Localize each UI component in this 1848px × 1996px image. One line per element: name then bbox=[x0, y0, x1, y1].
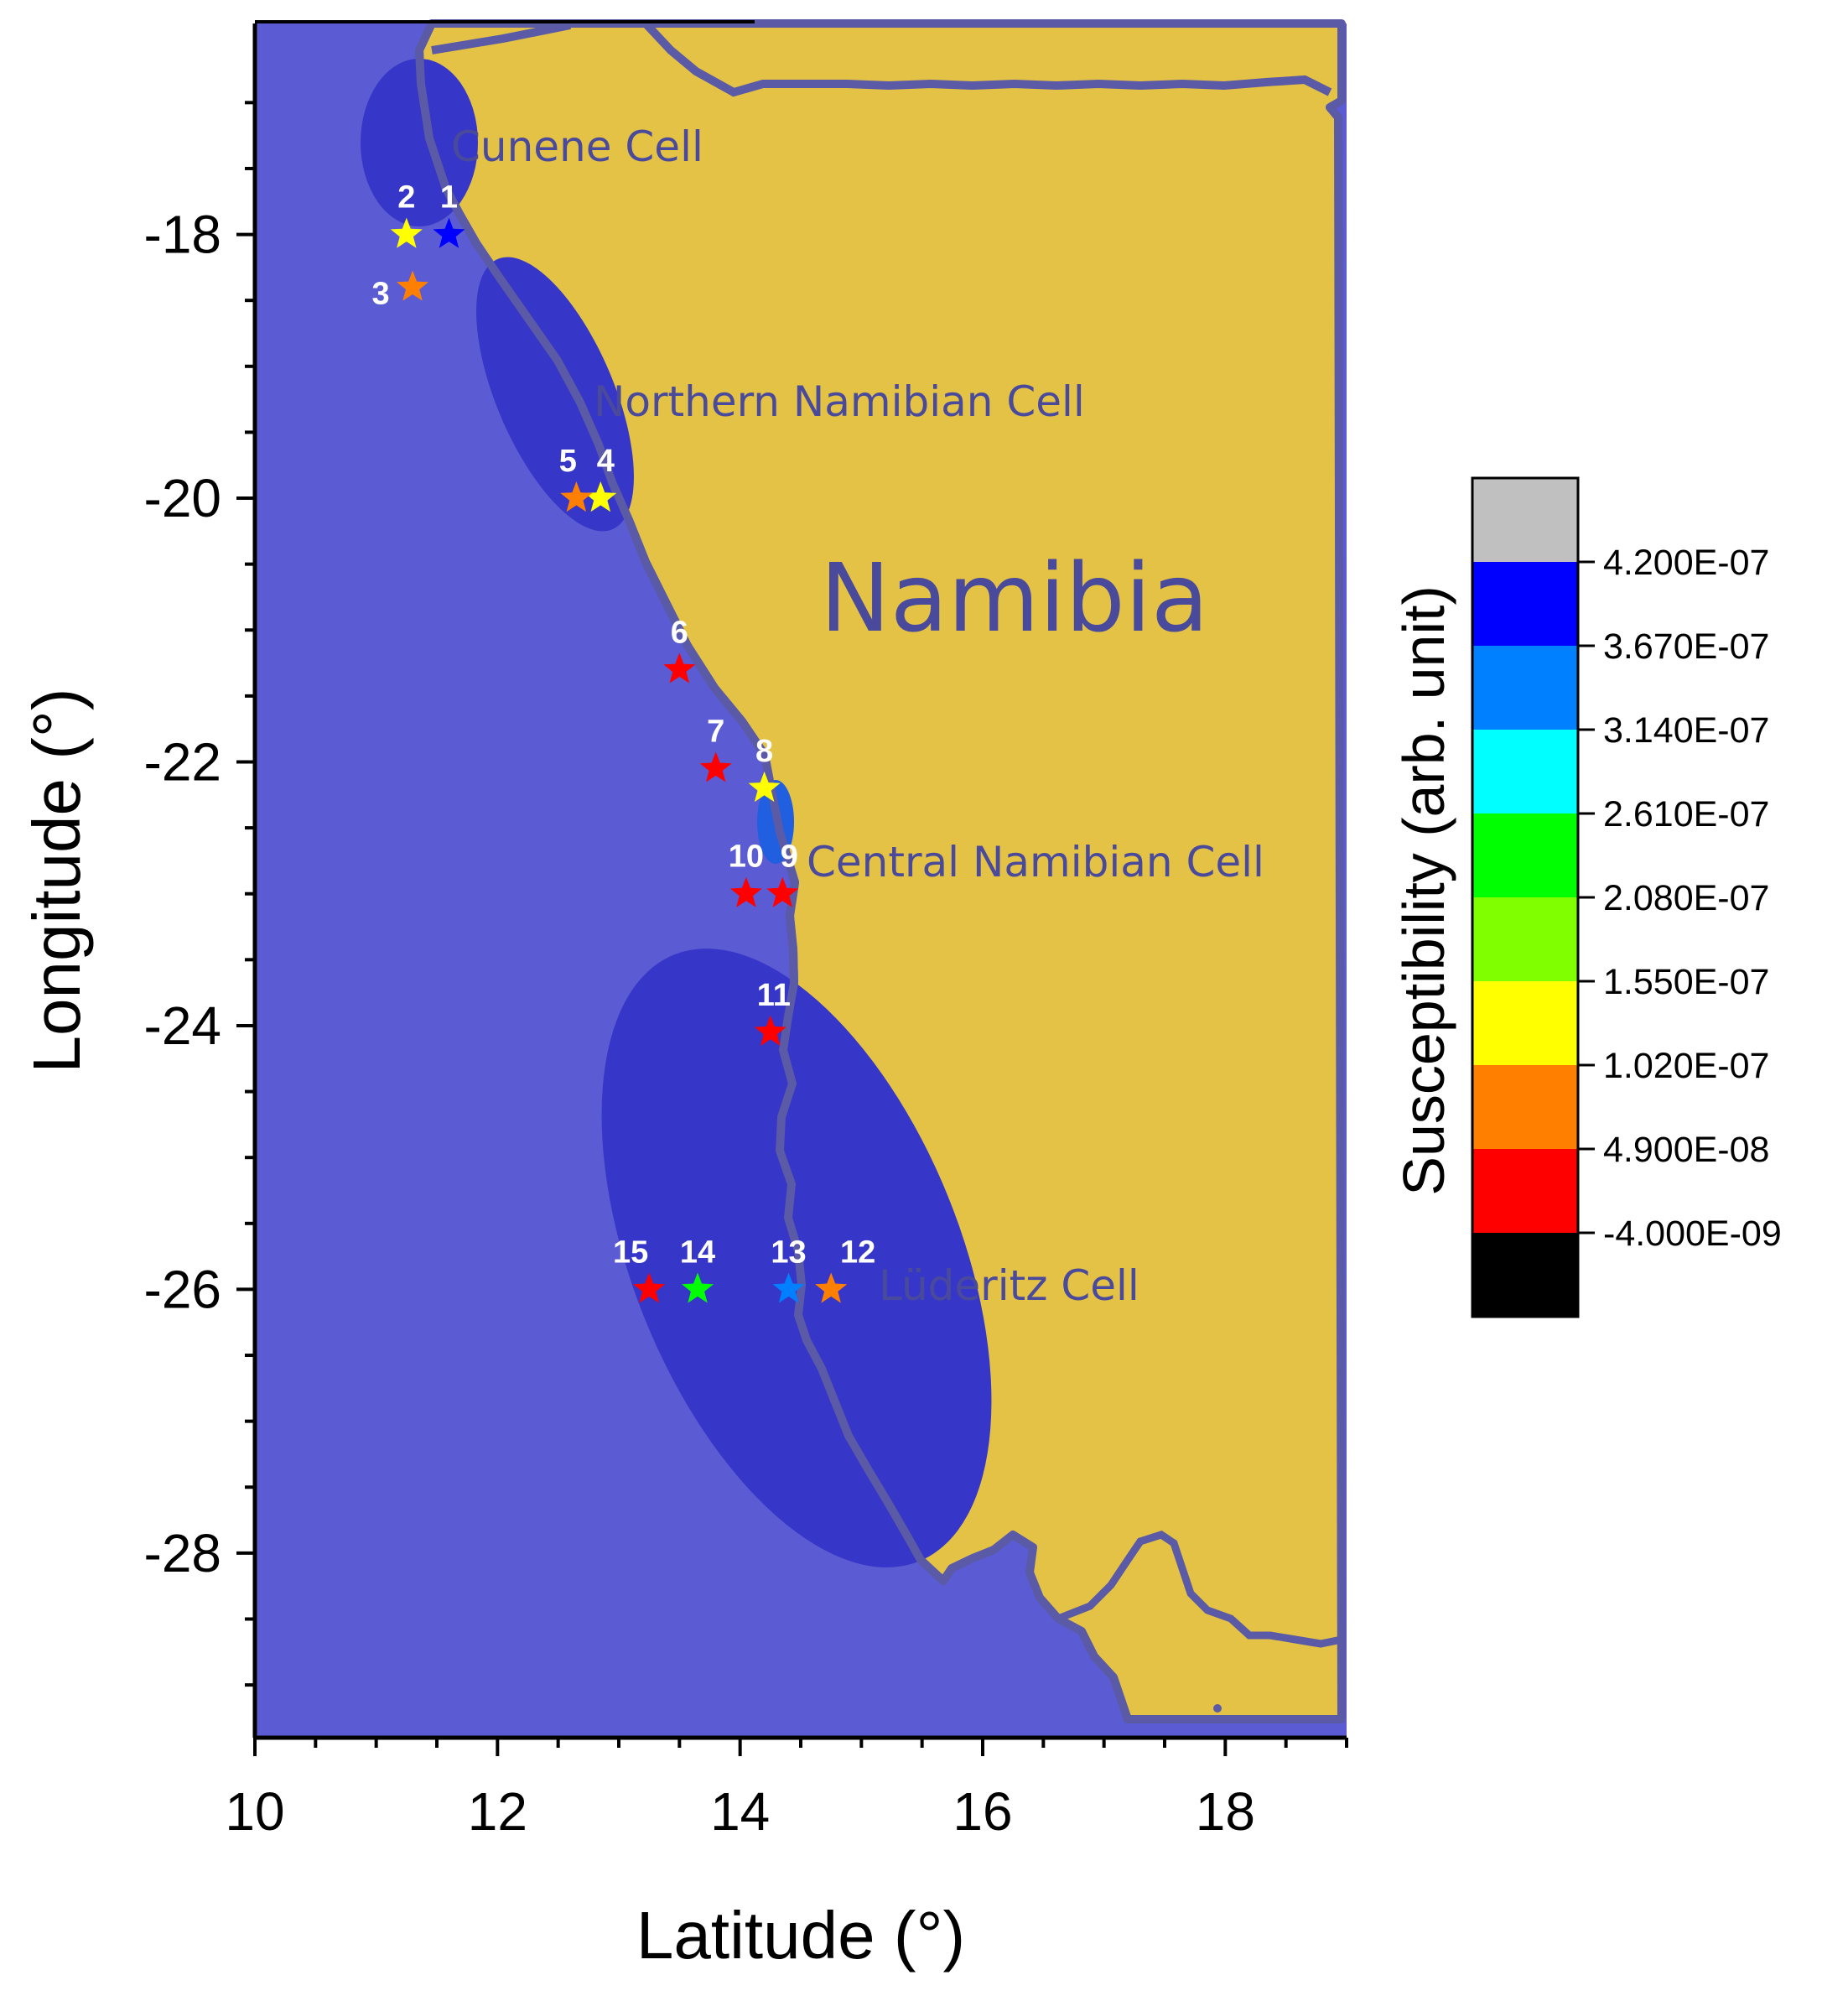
colorbar-tick-label: -4.000E-09 bbox=[1603, 1214, 1782, 1254]
sample-point-label-3: 3 bbox=[371, 276, 389, 311]
y-tick-label: -28 bbox=[144, 1523, 222, 1583]
x-ticks: 10 12 14 16 18 bbox=[225, 1738, 1348, 1842]
colorbar-segment bbox=[1472, 981, 1578, 1065]
sample-point-label-15: 15 bbox=[613, 1235, 648, 1270]
colorbar-segment bbox=[1472, 1149, 1578, 1233]
colorbar-tick-label: 2.610E-07 bbox=[1603, 794, 1769, 834]
y-tick-label: -18 bbox=[144, 205, 222, 265]
sample-point-star-9 bbox=[766, 876, 799, 907]
border-south-river bbox=[1056, 1531, 1342, 1648]
colorbar-tick-label: 4.200E-07 bbox=[1603, 543, 1769, 583]
y-axis-label: Longitude (°) bbox=[19, 689, 94, 1073]
x-tick-label: 14 bbox=[710, 1781, 770, 1842]
cell-label-luderitz: Lüderitz Cell bbox=[879, 1261, 1139, 1310]
sample-point-label-1: 1 bbox=[440, 180, 458, 216]
sample-point-star-2 bbox=[390, 217, 423, 248]
colorbar-segment bbox=[1472, 1065, 1578, 1149]
colorbar-segment bbox=[1472, 562, 1578, 646]
sample-point-label-12: 12 bbox=[840, 1235, 875, 1270]
sample-point-star-13 bbox=[772, 1272, 805, 1303]
colorbar-title: Susceptibility (arb. unit) bbox=[1391, 585, 1456, 1196]
sample-point-star-7 bbox=[699, 751, 732, 782]
x-tick-label: 16 bbox=[953, 1781, 1012, 1842]
sample-point-label-11: 11 bbox=[757, 978, 791, 1013]
y-tick-label: -20 bbox=[144, 468, 222, 528]
colorbar-segment bbox=[1472, 1233, 1578, 1317]
y-tick-label: -26 bbox=[144, 1259, 222, 1319]
x-tick-label: 12 bbox=[468, 1781, 527, 1842]
colorbar-tick-label: 1.550E-07 bbox=[1603, 962, 1769, 1002]
sample-point-star-12 bbox=[815, 1272, 848, 1303]
sample-point-label-14: 14 bbox=[680, 1235, 715, 1270]
sample-point-label-5: 5 bbox=[559, 444, 577, 479]
colorbar: 4.200E-07 3.670E-07 3.140E-07 2.610E-07 2.08… bbox=[1471, 476, 1782, 1318]
sample-point-star-3 bbox=[397, 270, 429, 301]
map-plot bbox=[255, 19, 1347, 1738]
small-island bbox=[1213, 1704, 1222, 1713]
sample-point-label-6: 6 bbox=[671, 615, 688, 650]
x-tick-label: 18 bbox=[1196, 1781, 1255, 1842]
colorbar-segment bbox=[1472, 813, 1578, 897]
x-tick-label: 10 bbox=[225, 1781, 284, 1842]
country-label-namibia: Namibia bbox=[820, 544, 1208, 653]
cell-label-northern-namibian: Northern Namibian Cell bbox=[594, 377, 1085, 426]
cell-label-central-namibian: Central Namibian Cell bbox=[807, 838, 1264, 886]
sample-point-star-11 bbox=[754, 1015, 786, 1046]
sample-point-label-10: 10 bbox=[729, 839, 764, 875]
colorbar-tick-label: 1.020E-07 bbox=[1603, 1046, 1769, 1086]
colorbar-tick-label: 2.080E-07 bbox=[1603, 878, 1769, 918]
sample-point-star-1 bbox=[433, 217, 465, 248]
x-axis-label: Latitude (°) bbox=[636, 1898, 965, 1973]
border-north bbox=[431, 20, 1332, 97]
sample-point-star-14 bbox=[682, 1272, 714, 1303]
northern-namibian-cell-patch bbox=[476, 257, 634, 532]
sample-point-star-15 bbox=[633, 1272, 666, 1303]
colorbar-segment bbox=[1472, 730, 1578, 813]
y-tick-label: -24 bbox=[144, 995, 222, 1056]
sample-point-star-6 bbox=[663, 652, 696, 684]
colorbar-tick-label: 3.670E-07 bbox=[1603, 626, 1769, 667]
colorbar-tick-label: 3.140E-07 bbox=[1603, 710, 1769, 751]
colorbar-segment bbox=[1472, 478, 1578, 562]
sample-point-star-8 bbox=[748, 771, 781, 803]
sample-point-label-13: 13 bbox=[771, 1235, 806, 1270]
cell-label-cunene: Cunene Cell bbox=[451, 122, 703, 171]
sample-point-star-5 bbox=[560, 481, 593, 512]
sample-point-star-10 bbox=[729, 876, 762, 907]
sample-point-label-2: 2 bbox=[397, 180, 415, 216]
sample-point-label-4: 4 bbox=[597, 444, 615, 479]
coastline-overlay bbox=[415, 49, 947, 1584]
colorbar-segment bbox=[1472, 646, 1578, 730]
sample-point-label-9: 9 bbox=[781, 839, 798, 875]
sample-point-label-7: 7 bbox=[707, 714, 724, 749]
colorbar-segment bbox=[1472, 897, 1578, 981]
sample-point-label-8: 8 bbox=[755, 734, 773, 769]
y-tick-label: -22 bbox=[144, 731, 222, 792]
y-ticks: -18 -20 -22 -24 -26 -28 bbox=[144, 101, 255, 1687]
colorbar-tick-label: 4.900E-08 bbox=[1603, 1130, 1769, 1170]
map-labels: Cunene Cell Northern Namibian Cell Centr… bbox=[451, 122, 1264, 1310]
sample-point-star-4 bbox=[584, 481, 617, 512]
